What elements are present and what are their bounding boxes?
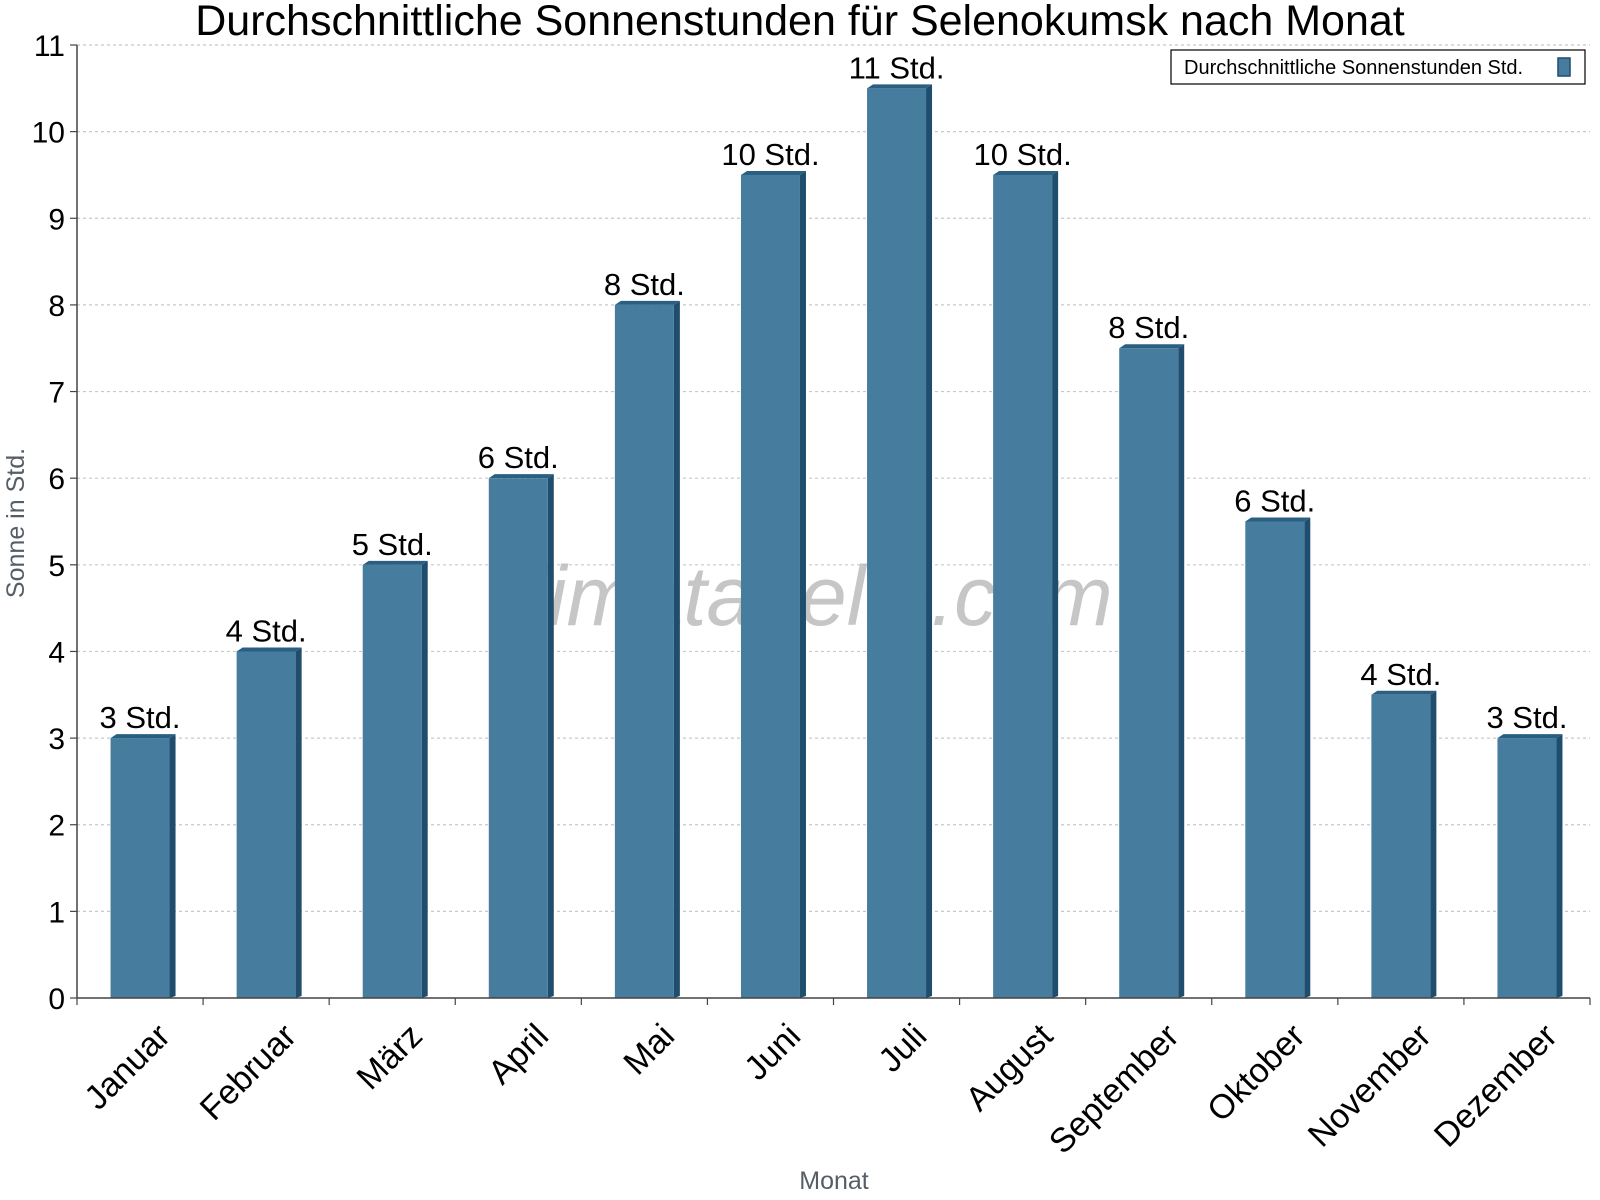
bar-face: [1371, 694, 1431, 998]
bar-face: [867, 88, 927, 999]
y-tick-label: 6: [48, 463, 65, 496]
bar-top: [740, 170, 806, 175]
bars: [110, 84, 1563, 999]
bar-side: [926, 84, 933, 999]
data-label: 6 Std.: [478, 440, 559, 475]
bar-side: [1430, 690, 1437, 998]
bar: [1371, 690, 1437, 998]
bar-face: [110, 738, 170, 998]
grid-lines: [77, 44, 1590, 912]
bar: [740, 170, 806, 999]
bar-top: [1497, 734, 1563, 739]
bar-top: [867, 84, 933, 89]
y-tick-label: 5: [48, 550, 65, 583]
bar-side: [673, 300, 680, 999]
bar: [1119, 344, 1185, 998]
x-tick-labels: Januar Februar März April Mai Juni Juli AugustS…: [77, 1016, 1564, 1161]
bar: [1497, 734, 1563, 998]
x-tick-label: Oktober: [1200, 1017, 1312, 1129]
x-axis-title: Monat: [799, 1167, 869, 1195]
bar-face: [236, 651, 296, 998]
axes: [70, 44, 1591, 1005]
y-tick-label: 1: [48, 896, 65, 929]
bar-side: [547, 474, 554, 998]
data-label: 3 Std.: [100, 700, 181, 735]
y-tick-labels: 0 1 2 3 4 5 6 7 8 9 10 11: [32, 30, 65, 1016]
bar-side: [799, 170, 806, 999]
chart-title: Durchschnittliche Sonnenstunden für Sele…: [195, 0, 1405, 45]
bar-top: [110, 734, 176, 739]
y-tick-label: 7: [48, 377, 65, 410]
data-label: 4 Std.: [1360, 657, 1441, 692]
bar-side: [1556, 734, 1563, 998]
x-tick-label: Juni: [737, 1017, 808, 1088]
bar: [867, 84, 933, 999]
bar-side: [169, 734, 176, 998]
legend: Durchschnittliche Sonnenstunden Std.: [1170, 49, 1586, 85]
data-label: 4 Std.: [226, 613, 307, 648]
bar-top: [1371, 690, 1437, 695]
bar-face: [1245, 521, 1305, 998]
bar-side: [295, 647, 302, 998]
bar-face: [740, 174, 800, 999]
bar-side: [1178, 344, 1185, 998]
data-label: 8 Std.: [1108, 310, 1189, 345]
bar: [488, 474, 554, 998]
bar: [110, 734, 176, 998]
y-tick-label: 3: [48, 723, 65, 756]
data-label: 8 Std.: [604, 267, 685, 302]
bar-top: [1245, 517, 1311, 522]
bar-top: [488, 474, 554, 479]
data-label: 10 Std.: [974, 137, 1072, 172]
x-tick-label: Juli: [871, 1017, 934, 1080]
y-axis-title: Sonne in Std.: [2, 448, 30, 598]
legend-label: Durchschnittliche Sonnenstunden Std.: [1184, 57, 1523, 79]
x-tick-label: November: [1301, 1017, 1439, 1155]
data-label: 10 Std.: [721, 137, 819, 172]
bar-face: [993, 174, 1053, 999]
bar-face: [614, 304, 674, 999]
bar: [993, 170, 1059, 999]
bar-top: [614, 300, 680, 305]
y-tick-label: 0: [48, 983, 65, 1016]
x-tick-label: August: [959, 1016, 1061, 1118]
data-label: 6 Std.: [1234, 484, 1315, 519]
y-tick-label: 10: [32, 117, 65, 150]
data-labels: 3 Std. 4 Std. 5 Std. 6 Std. 8 Std. 10 Std. 11 …: [100, 50, 1568, 735]
x-tick-label: September: [1042, 1017, 1186, 1161]
y-tick-label: 11: [34, 30, 65, 63]
y-tick-label: 8: [48, 290, 65, 323]
x-tick-label: Februar: [193, 1017, 304, 1128]
bar-top: [362, 560, 428, 565]
bar-side: [1304, 517, 1311, 998]
x-tick-label: März: [350, 1017, 430, 1097]
data-label: 11 Std.: [849, 50, 945, 85]
x-tick-label: April: [481, 1017, 556, 1092]
bar: [614, 300, 680, 999]
x-tick-label: Januar: [77, 1017, 177, 1117]
bar-top: [1119, 344, 1185, 349]
y-tick-label: 2: [48, 810, 65, 843]
bar-top: [236, 647, 302, 652]
bar-face: [1497, 738, 1557, 998]
y-tick-label: 9: [48, 203, 65, 236]
bar-side: [1052, 170, 1059, 999]
y-tick-label: 4: [48, 636, 65, 669]
bar-face: [1119, 348, 1179, 998]
legend-box: [1170, 49, 1586, 85]
x-tick-label: Dezember: [1427, 1017, 1565, 1155]
data-label: 5 Std.: [352, 527, 433, 562]
bar-top: [993, 170, 1059, 175]
x-tick-label: Mai: [616, 1017, 682, 1083]
bar: [362, 560, 428, 998]
bar: [1245, 517, 1311, 998]
bar: [236, 647, 302, 998]
bar-face: [362, 564, 422, 998]
data-label: 3 Std.: [1486, 700, 1567, 735]
legend-swatch: [1557, 57, 1571, 77]
bar-face: [488, 478, 548, 998]
bar-side: [421, 560, 428, 998]
